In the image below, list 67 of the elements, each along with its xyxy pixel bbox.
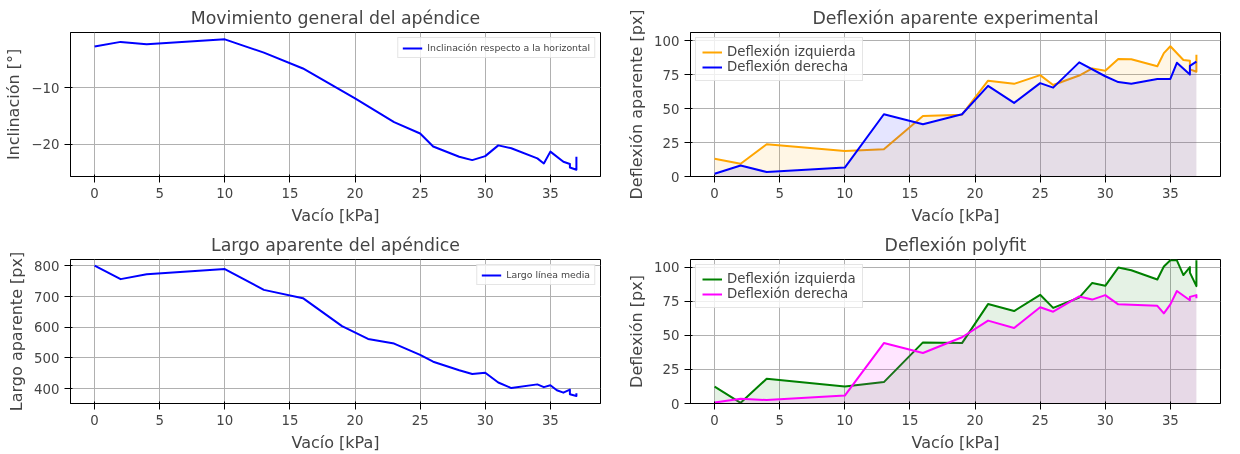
x-tick-label: 25 [411,412,429,428]
x-tick-label: 20 [966,412,984,428]
x-tick-label: 20 [346,412,364,428]
x-tick-label: 10 [216,185,234,201]
legend-label: Deflexión izquierda [727,44,856,59]
y-tick-label: 50 [662,101,680,117]
legend-label: Deflexión derecha [727,59,849,74]
x-tick-label: 35 [1161,412,1179,428]
y-tick-label: 400 [34,381,60,397]
x-tick-label: 10 [836,412,854,428]
legend-label: Deflexión izquierda [727,271,856,286]
y-tick-label: 75 [662,294,680,310]
x-tick-label: 35 [1161,185,1179,201]
y-tick-label: −10 [31,80,60,96]
y-tick-label: 500 [34,351,60,366]
x-tick-label: 0 [710,185,719,201]
x-tick-label: 25 [1031,185,1049,201]
legend-label: Deflexión derecha [727,286,849,301]
y-tick-label: 800 [34,258,60,274]
x-axis-title: Vacío [kPa] [911,432,1000,452]
y-tick-label: 0 [671,169,680,185]
x-tick-label: 35 [541,185,559,201]
x-tick-label: 10 [216,412,234,428]
x-tick-label: 35 [541,412,559,428]
x-tick-label: 25 [1031,412,1049,428]
legend-label: Inclinación respecto a la horizontal [427,42,590,53]
chart-title: Deflexión polyfit [884,234,1027,255]
y-axis-title: Deflexión [px] [627,275,647,388]
y-tick-label: 50 [662,328,680,344]
x-tick-label: 15 [281,185,299,201]
x-axis-title: Vacío [kPa] [291,205,380,225]
x-tick-label: 5 [155,185,164,201]
x-tick-label: 15 [901,185,919,201]
y-tick-label: 75 [662,67,680,83]
y-tick-label: 100 [654,260,680,276]
y-axis-title: Largo aparente [px] [7,251,27,412]
x-tick-label: 30 [1096,412,1114,428]
x-tick-label: 15 [901,412,919,428]
chart-title: Movimiento general del apéndice [190,7,481,28]
x-tick-label: 0 [710,412,719,428]
x-tick-label: 0 [90,185,99,201]
x-tick-label: 20 [966,185,984,201]
y-axis-title: Inclinación [°] [4,48,24,161]
x-axis-title: Vacío [kPa] [911,205,1000,225]
x-tick-label: 30 [476,412,494,428]
x-tick-label: 5 [775,185,784,201]
x-tick-label: 25 [411,185,429,201]
x-tick-label: 10 [836,185,854,201]
x-tick-label: 5 [775,412,784,428]
x-tick-label: 20 [346,185,364,201]
x-axis-title: Vacío [kPa] [291,432,380,452]
y-tick-label: 25 [662,362,680,378]
y-tick-label: 600 [34,320,60,336]
y-tick-label: 100 [654,33,680,49]
y-tick-label: −20 [31,137,60,153]
x-tick-label: 30 [476,185,494,201]
y-tick-label: 700 [34,289,60,305]
x-tick-label: 15 [281,412,299,428]
chart-title: Deflexión aparente experimental [812,7,1099,28]
chart-title: Largo aparente del apéndice [210,234,461,255]
x-tick-label: 5 [155,412,164,428]
legend-label: Largo línea media [506,269,590,280]
y-tick-label: 0 [671,396,680,412]
y-axis-title: Deflexión aparente [px] [627,9,647,200]
y-tick-label: 25 [662,135,680,151]
x-tick-label: 30 [1096,185,1114,201]
x-tick-label: 0 [90,412,99,428]
